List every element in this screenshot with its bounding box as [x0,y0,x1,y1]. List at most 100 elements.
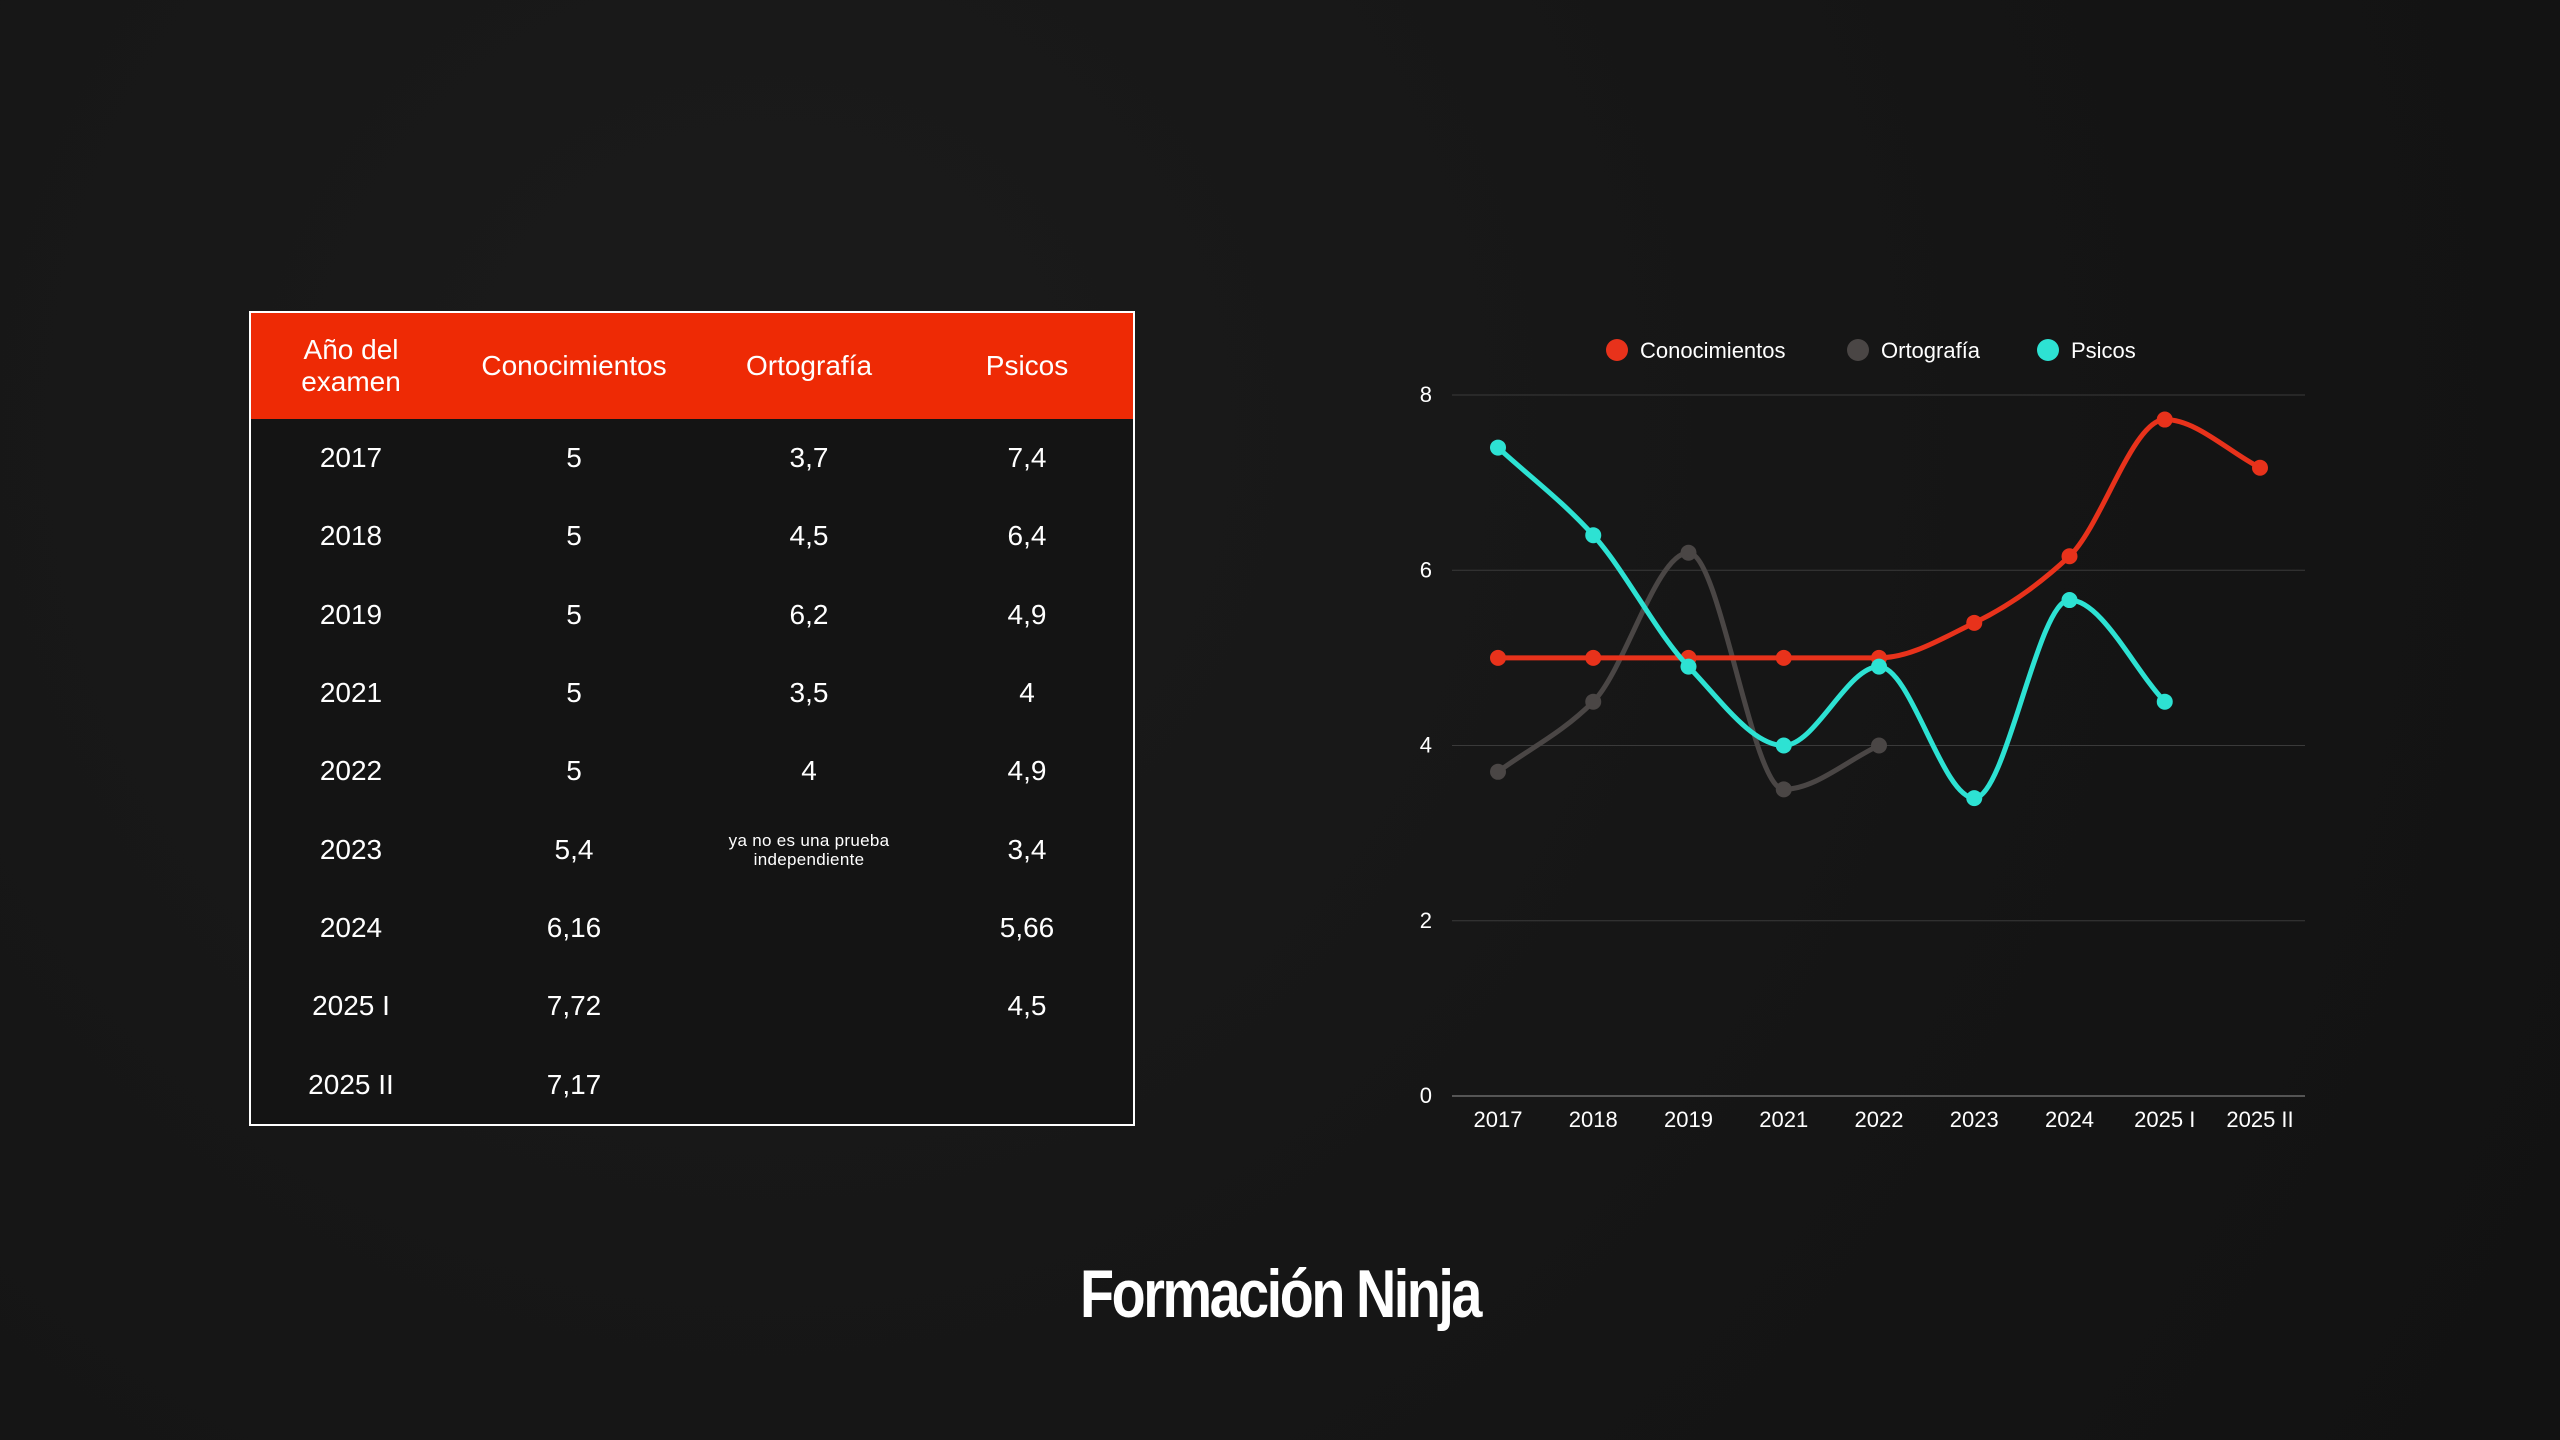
series-line [1495,417,2263,661]
legend-swatch [1847,339,1869,361]
table-row: 2025 I 7,72 4,5 [251,967,1133,1045]
header-conocimientos: Conocimientos [451,313,697,419]
data-point [2156,693,2173,710]
legend-swatch [2037,339,2059,361]
cell-psicos: 4 [1019,677,1035,709]
data-point [2061,592,2078,609]
cell-ortografia: 3,5 [789,677,829,709]
data-point [1680,658,1697,675]
y-tick-label: 2 [1420,908,1432,933]
x-tick-label: 2019 [1664,1107,1713,1132]
data-point [2061,548,2078,565]
cell-year: 2022 [319,755,383,787]
cell-psicos: 4,9 [1007,598,1047,630]
data-point [1775,649,1792,666]
data-point [1490,649,1506,666]
cell-conocimientos: 5 [566,442,582,474]
line-chart: 0 2 4 6 8 2017 2018 2019 2021 2022 2023 2024 2025 I 2… [1380,320,2340,1140]
table-row: 2017 5 3,7 7,4 [251,419,1133,497]
chart-axes: 0 2 4 6 8 2017 2018 2019 2021 2022 2023 2024 2025 I 2… [1420,382,2294,1132]
data-point [1490,439,1506,456]
cell-ortografia: 3,7 [789,442,829,474]
series-psicos [1490,439,2173,807]
cell-year: 2017 [319,442,383,474]
cell-conocimientos: 6,16 [546,912,602,944]
series-conocimientos [1490,411,2268,666]
data-point [1966,614,1983,631]
header-ortografia: Ortografía [697,313,921,419]
header-psicos: Psicos [921,313,1133,419]
cell-ortografia: 4,5 [789,520,829,552]
x-tick-label: 2017 [1474,1107,1523,1132]
legend-item[interactable]: Ortografía [1847,338,1981,363]
cell-conocimientos: 5 [566,755,582,787]
cell-year: 2021 [319,677,383,709]
legend-label: Ortografía [1881,338,1981,363]
data-point [1585,527,1602,544]
header-year: Año del examen [251,313,451,419]
data-point [1871,658,1887,675]
cell-conocimientos: 5 [566,520,582,552]
cell-psicos: 5,66 [999,912,1055,944]
data-point [1775,737,1792,754]
x-tick-label: 2022 [1855,1107,1904,1132]
table-row: 2025 II 7,17 [251,1046,1133,1124]
cell-ortografia: 4 [801,755,817,787]
cell-ortografia [697,889,921,967]
table-row: 2019 5 6,2 4,9 [251,576,1133,654]
legend-label: Conocimientos [1640,338,1786,363]
x-tick-label: 2021 [1759,1107,1808,1132]
table-header-row: Año del examen Conocimientos Ortografía … [251,313,1133,419]
x-tick-label: 2024 [2045,1107,2094,1132]
cell-year: 2023 [319,833,383,865]
legend-swatch [1606,339,1628,361]
chart-legend[interactable]: Conocimientos Ortografía Psicos [1606,338,2136,363]
cell-psicos [921,1046,1133,1124]
cell-psicos: 4,9 [1007,755,1047,787]
series-ortograf-a [1490,544,1887,798]
series-line [1495,445,2168,801]
y-tick-label: 8 [1420,382,1432,407]
legend-label: Psicos [2071,338,2136,363]
cell-year: 2025 I [312,990,390,1022]
cell-ortografia [697,1046,921,1124]
table-row: 2018 5 4,5 6,4 [251,497,1133,575]
y-tick-label: 4 [1420,733,1432,758]
line-chart-svg: 0 2 4 6 8 2017 2018 2019 2021 2022 2023 2024 2025 I 2… [1420,338,2305,1132]
y-tick-label: 6 [1420,557,1432,582]
data-point [1585,649,1602,666]
y-tick-label: 0 [1420,1083,1432,1108]
data-point [1490,763,1506,780]
results-table-grid: Año del examen Conocimientos Ortografía … [251,313,1133,1124]
x-tick-label: 2025 II [2226,1107,2293,1132]
legend-item[interactable]: Conocimientos [1606,338,1786,363]
brand-logo: Formación Ninja [1080,1256,1482,1332]
cell-year: 2024 [319,912,383,944]
x-tick-label: 2025 I [2134,1107,2195,1132]
cell-ortografia: 6,2 [789,598,829,630]
cell-psicos: 6,4 [1007,520,1047,552]
cell-conocimientos: 7,72 [546,990,602,1022]
table-row: 2022 5 4 4,9 [251,732,1133,810]
cell-ortografia [697,967,921,1045]
table-row: 2021 5 3,5 4 [251,654,1133,732]
cell-conocimientos: 5 [566,677,582,709]
cell-ortografia-note: ya no es una prueba independiente [728,830,890,869]
data-point [2156,411,2173,428]
legend-item[interactable]: Psicos [2037,338,2136,363]
data-point [1871,737,1887,754]
data-point [1680,544,1697,561]
cell-conocimientos: 5,4 [554,833,594,865]
data-point [2252,459,2268,476]
chart-series [1490,411,2268,807]
cell-year: 2025 II [308,1068,394,1100]
data-point [1585,693,1602,710]
table-row: 2024 6,16 5,66 [251,889,1133,967]
table-row: 2023 5,4 ya no es una prueba independien… [251,811,1133,889]
cell-psicos: 4,5 [1007,990,1047,1022]
cell-year: 2019 [319,598,383,630]
cell-psicos: 3,4 [1007,833,1047,865]
cell-conocimientos: 7,17 [546,1068,602,1100]
data-point [1775,781,1792,798]
cell-year: 2018 [319,520,383,552]
